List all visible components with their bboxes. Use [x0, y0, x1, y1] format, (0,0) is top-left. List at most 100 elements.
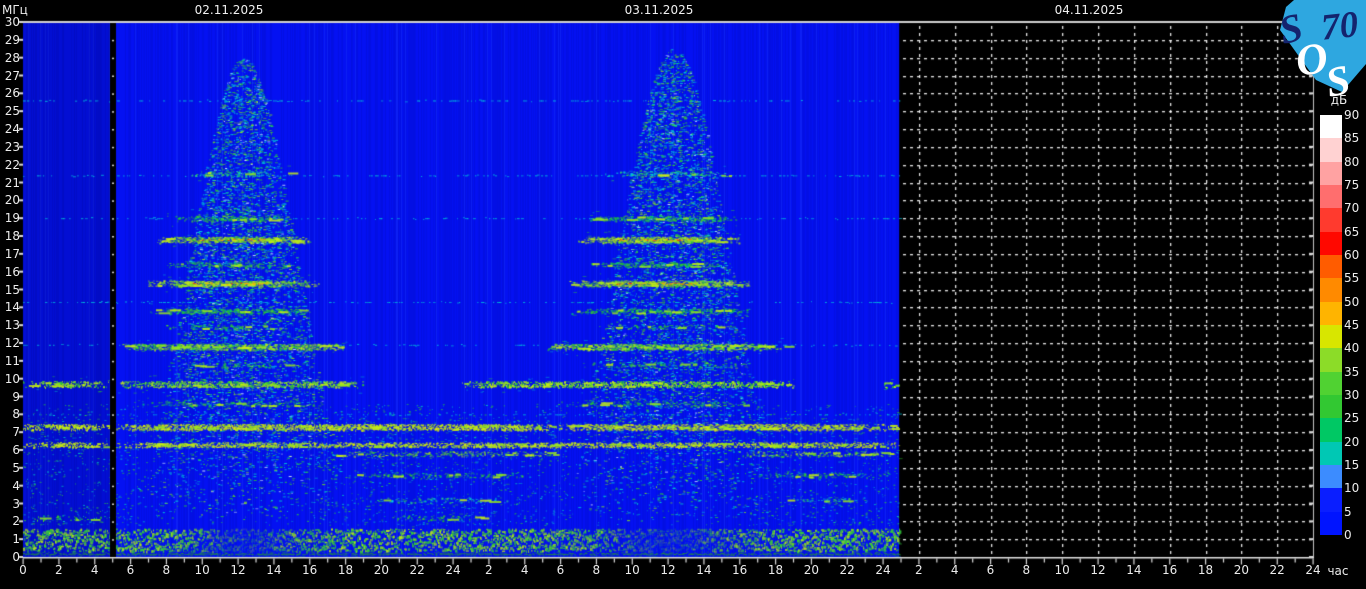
- x-axis-tick-label: 8: [162, 563, 171, 577]
- x-axis-tick-label: 10: [194, 563, 210, 577]
- y-axis-tick-label: 5: [12, 460, 20, 475]
- y-axis-tick-label: 30: [4, 15, 20, 29]
- date-label: 03.11.2025: [624, 3, 694, 17]
- colorbar-cell: [1320, 441, 1342, 466]
- colorbar-tick-label: 55: [1344, 271, 1360, 286]
- x-axis-tick-label: 14: [266, 563, 282, 577]
- y-axis-tick-label: 3: [12, 496, 20, 511]
- y-axis-tick-label: 29: [4, 32, 20, 47]
- x-axis-tick-label: 0: [19, 563, 27, 577]
- colorbar-tick-label: 50: [1344, 294, 1360, 309]
- y-axis-tick-label: 6: [12, 443, 20, 457]
- colorbar-cell: [1320, 161, 1342, 186]
- y-axis-tick-label: 28: [4, 50, 20, 65]
- colorbar-cell: [1320, 208, 1342, 232]
- date-label: 04.11.2025: [1054, 3, 1124, 17]
- colorbar-cell: [1320, 301, 1342, 326]
- x-axis-tick-label: 2: [55, 563, 63, 577]
- y-axis-tick-label: 23: [4, 139, 20, 154]
- colorbar-tick-label: 40: [1344, 341, 1360, 356]
- y-axis-tick-label: 20: [4, 193, 20, 208]
- colorbar-tick-label: 65: [1344, 224, 1360, 239]
- colorbar-cell: [1320, 464, 1342, 489]
- colorbar-tick-label: 70: [1344, 201, 1360, 216]
- y-axis-tick-label: 12: [4, 336, 20, 350]
- colorbar-tick-label: 30: [1344, 388, 1360, 402]
- y-axis-tick-label: 13: [4, 318, 20, 333]
- y-axis-tick-label: 9: [12, 389, 20, 404]
- y-axis-tick-label: 10: [4, 371, 20, 386]
- freq-axis-title: МГц: [2, 3, 28, 17]
- x-axis-tick-label: 16: [1162, 563, 1178, 577]
- x-axis-tick-label: 8: [1022, 563, 1031, 577]
- x-axis-tick-label: 18: [767, 563, 784, 577]
- x-axis-tick-label: 22: [1269, 563, 1285, 577]
- colorbar-title: дБ: [1330, 93, 1348, 107]
- colorbar-tick-label: 25: [1344, 411, 1360, 426]
- logo-number-70: 70: [1319, 4, 1360, 49]
- y-axis-tick-label: 7: [12, 425, 20, 440]
- date-label: 02.11.2025: [194, 3, 264, 17]
- x-axis-tick-label: 12: [660, 563, 676, 577]
- time-axis-title: час: [1327, 564, 1349, 578]
- x-axis-tick-label: 18: [337, 563, 354, 577]
- x-axis-tick-label: 20: [803, 563, 819, 577]
- y-axis-tick-label: 15: [4, 282, 20, 297]
- y-axis-tick-label: 1: [12, 532, 20, 547]
- colorbar-cell: [1320, 254, 1342, 279]
- y-axis-tick-label: 2: [12, 514, 20, 529]
- y-axis-tick-label: 27: [4, 68, 20, 83]
- y-axis-tick-label: 19: [4, 211, 20, 226]
- x-axis-tick-label: 24: [875, 563, 891, 577]
- x-axis-tick-label: 16: [302, 563, 318, 577]
- colorbar-tick-label: 60: [1344, 248, 1360, 262]
- x-axis-tick-label: 14: [1126, 563, 1142, 577]
- colorbar-cell: [1320, 324, 1342, 349]
- colorbar-cell: [1320, 371, 1342, 396]
- x-axis-tick-label: 8: [592, 563, 601, 577]
- colorbar-tick-label: 5: [1344, 504, 1352, 519]
- x-axis-tick-label: 20: [373, 563, 389, 577]
- colorbar-cell: [1320, 231, 1342, 256]
- colorbar-tick-label: 20: [1344, 434, 1360, 449]
- colorbar-cell: [1320, 511, 1342, 536]
- colorbar-cell: [1320, 278, 1342, 302]
- x-axis-tick-label: 22: [409, 563, 425, 577]
- x-axis-tick-label: 18: [1197, 563, 1214, 577]
- colorbar-tick-label: 0: [1344, 528, 1352, 542]
- x-axis-tick-label: 6: [986, 563, 995, 577]
- y-axis-tick-label: 17: [4, 246, 20, 261]
- x-axis-tick-label: 6: [556, 563, 565, 577]
- y-axis-tick-label: 0: [12, 550, 20, 564]
- y-axis-tick-label: 22: [4, 157, 20, 172]
- x-axis-tick-label: 22: [839, 563, 855, 577]
- colorbar-tick-label: 90: [1344, 108, 1360, 122]
- logo-sos70: S 70 O S: [1276, 0, 1366, 97]
- x-axis-tick-label: 10: [1054, 563, 1070, 577]
- x-axis-tick-label: 24: [445, 563, 461, 577]
- colorbar-tick-label: 45: [1344, 318, 1360, 332]
- x-axis-tick-label: 24: [1305, 563, 1321, 577]
- y-axis-tick-label: 16: [4, 264, 20, 279]
- x-axis-tick-label: 10: [624, 563, 640, 577]
- colorbar-tick-label: 15: [1344, 458, 1360, 472]
- y-axis-tick-label: 24: [4, 122, 20, 136]
- colorbar-tick-label: 85: [1344, 131, 1360, 146]
- colorbar-cell: [1320, 394, 1342, 419]
- colorbar-cell: [1320, 348, 1342, 372]
- colorbar-cell: [1320, 184, 1342, 209]
- colorbar-cell: [1320, 115, 1342, 139]
- logo-background-shape: [1280, 0, 1366, 92]
- y-axis-tick-label: 11: [4, 353, 20, 368]
- y-axis-tick-label: 26: [4, 86, 20, 101]
- y-axis-tick-label: 18: [4, 229, 20, 243]
- x-axis-tick-label: 14: [696, 563, 712, 577]
- colorbar-cell: [1320, 138, 1342, 162]
- colorbar-cell: [1320, 418, 1342, 442]
- y-axis-tick-label: 14: [4, 300, 20, 315]
- colorbar-tick-label: 10: [1344, 481, 1360, 496]
- colorbar-tick-label: 80: [1344, 154, 1360, 169]
- y-axis-tick-label: 8: [12, 407, 20, 422]
